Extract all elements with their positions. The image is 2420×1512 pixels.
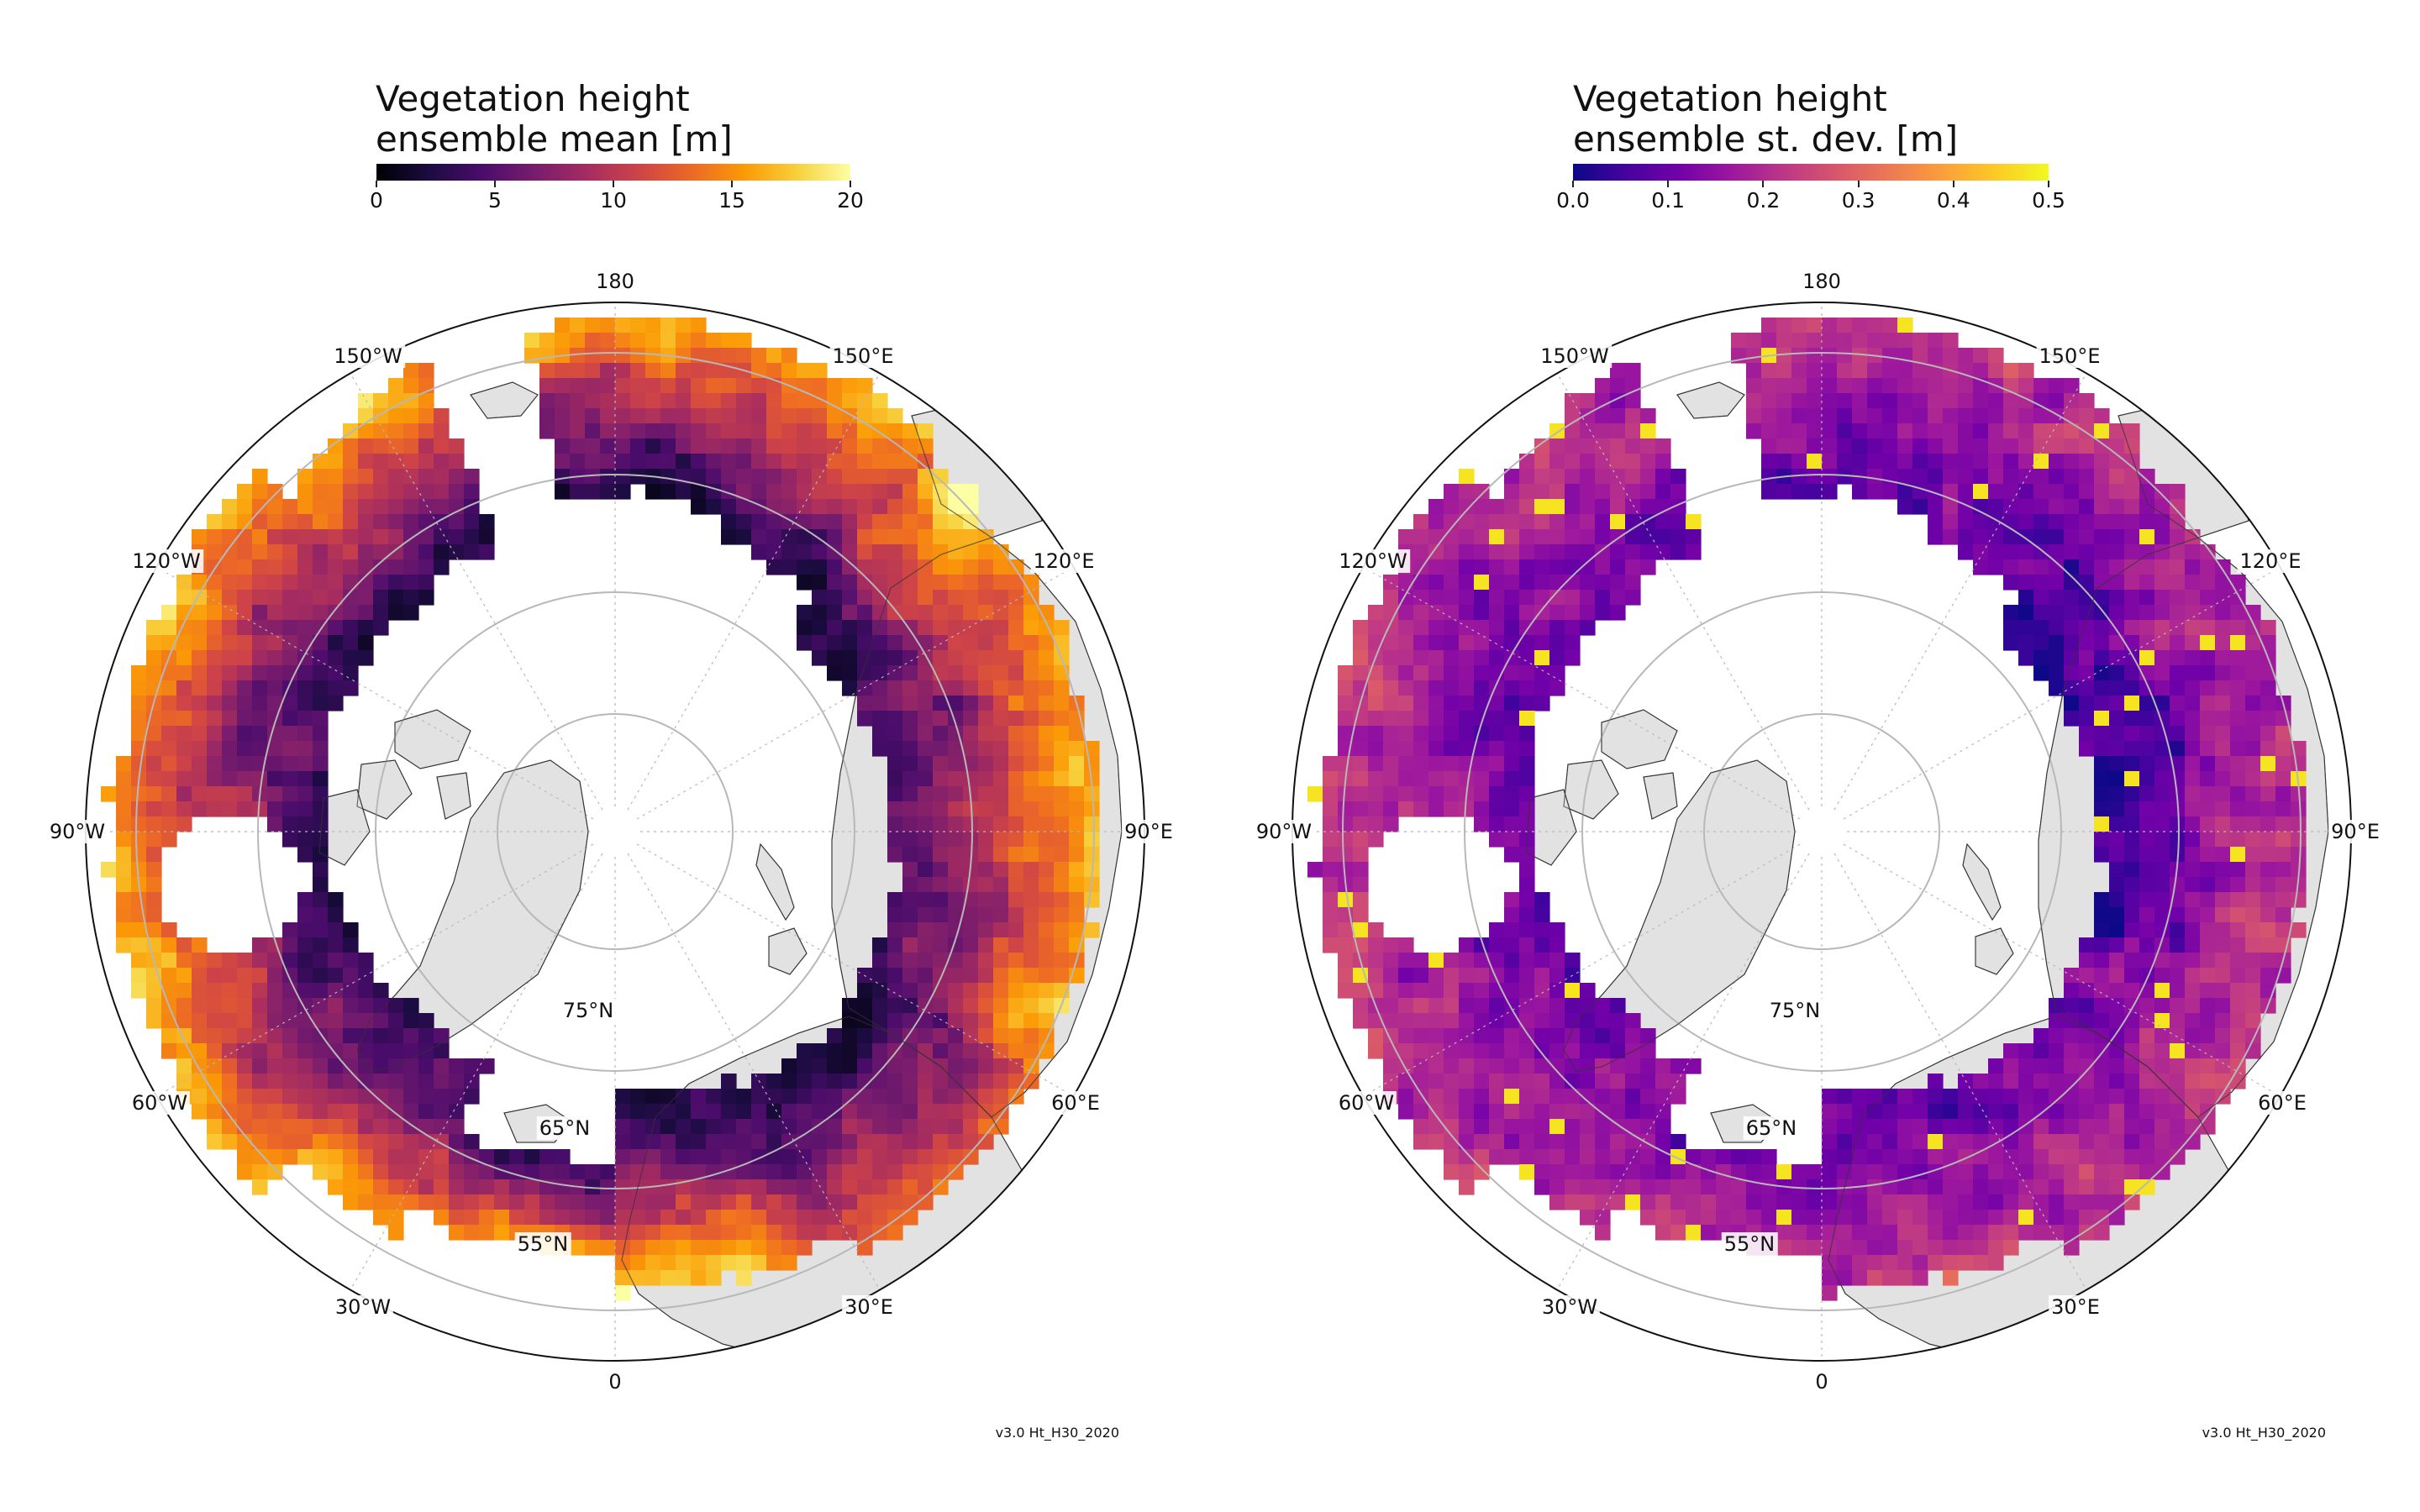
colorbar-tick-label: 10: [600, 188, 627, 213]
longitude-label-30w: 30°W: [332, 1295, 394, 1319]
longitude-label-60w: 60°W: [129, 1091, 191, 1115]
colorbar: [376, 164, 850, 181]
colorbar-tick-label: 0.0: [1556, 188, 1590, 213]
colorbar-tick-mark: [1952, 181, 1954, 187]
version-label: v3.0 Ht_H30_2020: [995, 1425, 1119, 1441]
latitude-label-75: 75°N: [560, 999, 617, 1022]
polar-map: [1292, 302, 2352, 1362]
colorbar-tick-label: 0.3: [1841, 188, 1876, 213]
colorbar-tick-mark: [613, 181, 614, 187]
colorbar-tick-mark: [1572, 181, 1574, 187]
colorbar-tick-label: 0.2: [1746, 188, 1781, 213]
colorbar-tick-mark: [850, 181, 851, 187]
longitude-label-90w: 90°W: [1253, 820, 1315, 843]
longitude-label-150w: 150°W: [1538, 344, 1612, 368]
colorbar: [1573, 164, 2049, 181]
longitude-label-0: 0: [606, 1370, 624, 1394]
colorbar-tick-mark: [1667, 181, 1670, 187]
graticule: [86, 302, 1144, 1361]
panel-title: Vegetation height ensemble mean [m]: [376, 78, 733, 160]
colorbar-tick-label: 0: [370, 188, 383, 213]
polar-map: [85, 302, 1145, 1362]
latitude-label-55: 55°N: [1721, 1232, 1778, 1256]
latitude-label-65: 65°N: [536, 1116, 593, 1140]
longitude-label-180: 180: [1800, 270, 1844, 293]
colorbar-tick-label: 0.1: [1651, 188, 1686, 213]
latitude-label-65: 65°N: [1743, 1116, 1800, 1140]
longitude-label-120e: 120°E: [1030, 549, 1097, 573]
longitude-label-60w: 60°W: [1335, 1091, 1397, 1115]
colorbar-tick-mark: [1857, 181, 1860, 187]
latitude-label-55: 55°N: [514, 1232, 571, 1256]
longitude-label-30e: 30°E: [842, 1295, 896, 1319]
longitude-label-90e: 90°E: [2328, 820, 2382, 843]
longitude-label-150e: 150°E: [829, 344, 897, 368]
longitude-label-60e: 60°E: [2255, 1091, 2309, 1115]
colorbar-tick-label: 0.4: [1936, 188, 1970, 213]
longitude-label-0: 0: [1812, 1370, 1831, 1394]
colorbar-tick-label: 15: [718, 188, 745, 213]
version-label: v3.0 Ht_H30_2020: [2202, 1425, 2326, 1441]
panel-title: Vegetation height ensemble st. dev. [m]: [1573, 78, 1959, 160]
longitude-label-90w: 90°W: [46, 820, 108, 843]
longitude-label-180: 180: [593, 270, 637, 293]
colorbar-tick-label: 0.5: [2032, 188, 2065, 213]
colorbar-tick-mark: [1762, 181, 1765, 187]
longitude-label-30w: 30°W: [1539, 1295, 1601, 1319]
colorbar-tick-label: 5: [488, 188, 502, 213]
longitude-label-30e: 30°E: [2049, 1295, 2102, 1319]
longitude-label-90e: 90°E: [1122, 820, 1176, 843]
colorbar-tick-label: 20: [837, 188, 864, 213]
vegetation-grid: [101, 318, 1100, 1301]
longitude-label-150w: 150°W: [331, 344, 405, 368]
graticule: [1292, 302, 2351, 1361]
longitude-label-60e: 60°E: [1049, 1091, 1102, 1115]
colorbar-tick-mark: [376, 181, 377, 187]
colorbar-tick-mark: [494, 181, 496, 187]
panel-stdev: Vegetation height ensemble st. dev. [m] 0…: [1207, 0, 2417, 1512]
longitude-label-120w: 120°W: [1336, 549, 1410, 573]
longitude-label-120w: 120°W: [129, 549, 203, 573]
vegetation-grid: [1307, 318, 2307, 1301]
panel-mean: Vegetation height ensemble mean [m] 0 5 10 1…: [46, 78, 1176, 1441]
latitude-label-75: 75°N: [1766, 999, 1823, 1022]
longitude-label-120e: 120°E: [2237, 549, 2304, 573]
colorbar-tick-mark: [2048, 181, 2049, 187]
longitude-label-150e: 150°E: [2036, 344, 2103, 368]
colorbar-tick-mark: [731, 181, 733, 187]
